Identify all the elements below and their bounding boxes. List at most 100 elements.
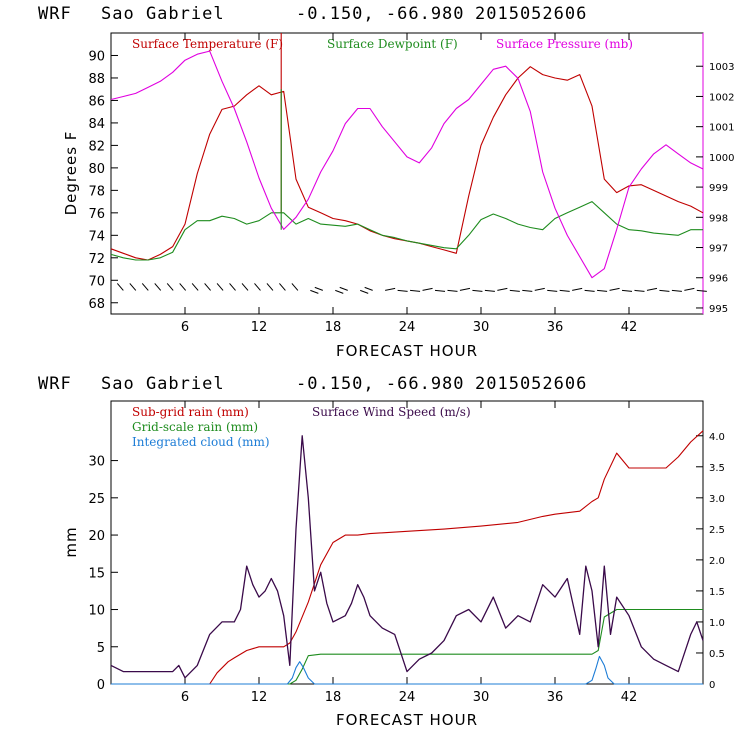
y2-tick-label: 1000 [709, 153, 734, 164]
bottom-panel-title: WRF Sao Gabriel -0.150, -66.980 20150526… [38, 374, 587, 394]
wind-barb [129, 283, 137, 291]
wind-barb [141, 283, 149, 291]
y-tick-label: 74 [88, 229, 105, 244]
x-tick-label: 30 [473, 320, 490, 335]
y-tick-label: 0 [97, 678, 105, 693]
x-tick-label: 30 [473, 690, 490, 705]
series-line-integrated-cloud [111, 655, 703, 685]
wind-barb [335, 289, 344, 294]
y2-tick-label: 1.5 [709, 587, 725, 598]
y-tick-label: 68 [88, 297, 105, 312]
wind-barb [621, 289, 633, 292]
top-title-run: 2015052606 [475, 4, 587, 24]
y-tick-label: 82 [88, 139, 105, 154]
top-legend: Surface Temperature (F) Surface Dewpoint… [132, 37, 633, 51]
wind-barb [609, 287, 620, 291]
bottom-x-axis-label: FORECAST HOUR [336, 711, 478, 729]
top-x-axis-label: FORECAST HOUR [336, 342, 478, 360]
legend-surface-pressure: Surface Pressure (mb) [496, 37, 633, 51]
wind-barb [447, 289, 458, 292]
wind-barb [522, 289, 533, 292]
top-plot-frame [110, 32, 704, 315]
y2-tick-label: 996 [709, 274, 728, 285]
wind-barb [684, 287, 695, 291]
wind-barb [314, 286, 323, 291]
x-tick-label: 36 [547, 690, 564, 705]
top-title-station: Sao Gabriel [101, 4, 225, 24]
wind-barb [671, 289, 682, 292]
y2-tick-label: 2.5 [709, 525, 725, 536]
legend-surface-temperature: Surface Temperature (F) [132, 37, 283, 51]
y2-tick-label: 1.0 [709, 618, 725, 629]
wind-barb [646, 287, 658, 291]
wind-barb [291, 283, 299, 291]
top-title-coords: -0.150, -66.980 [296, 4, 465, 24]
y-tick-label: 78 [88, 184, 105, 199]
y-tick-label: 5 [97, 641, 105, 656]
x-tick-label: 36 [547, 320, 564, 335]
y-tick-label: 25 [88, 492, 105, 507]
wind-barb [659, 289, 670, 292]
x-tick-label: 6 [181, 690, 189, 705]
y-tick-label: 10 [88, 604, 105, 619]
y2-tick-label: 0 [709, 680, 715, 691]
x-tick-label: 18 [325, 320, 342, 335]
wind-barb [116, 283, 124, 291]
y-tick-label: 88 [88, 72, 105, 87]
y2-tick-label: 1002 [709, 92, 734, 103]
series-line-surface-dewpoint [110, 201, 703, 261]
y2-tick-label: 1003 [709, 62, 734, 73]
wind-barb [584, 289, 595, 292]
wind-barb [385, 287, 396, 291]
wind-barb [360, 289, 369, 294]
y2-tick-label: 2.0 [709, 556, 725, 567]
series-line-surface-pressure [110, 50, 704, 279]
y-tick-label: 70 [88, 274, 105, 289]
wind-barb [422, 287, 433, 291]
wind-barb [154, 283, 162, 291]
y-tick-label: 15 [88, 566, 105, 581]
wind-barb [597, 289, 608, 292]
bottom-series-lines [110, 430, 704, 685]
wind-barb [266, 283, 274, 291]
legend-surface-dewpoint: Surface Dewpoint (F) [327, 37, 458, 51]
wind-barb [279, 283, 286, 291]
x-tick-label: 42 [621, 320, 638, 335]
wind-barb [216, 283, 224, 291]
wind-barb [179, 283, 187, 291]
y2-tick-label: 998 [709, 213, 728, 224]
wind-barb [547, 289, 558, 292]
wind-barb [572, 287, 583, 291]
wind-barb [559, 289, 570, 292]
wind-barb [534, 287, 545, 291]
top-title-model: WRF [38, 4, 72, 24]
wind-barb [166, 283, 174, 291]
wind-barb [204, 283, 211, 291]
wind-barb [696, 289, 707, 292]
y2-tick-label: 997 [709, 244, 728, 255]
bottom-title-model: WRF [38, 374, 72, 394]
wind-barb [459, 287, 471, 291]
bottom-title-run: 2015052606 [475, 374, 587, 394]
y-tick-label: 76 [88, 207, 105, 222]
y-tick-label: 72 [88, 252, 105, 267]
x-tick-label: 6 [181, 320, 189, 335]
wind-barb [364, 286, 373, 291]
top-panel-title: WRF Sao Gabriel -0.150, -66.980 20150526… [38, 4, 587, 24]
wind-barb [191, 283, 199, 291]
bottom-axis-ticks: 6 12 18 24 30 36 42 0 5 10 15 20 25 30 0 0.5 1.0 1.5 2.0 2.… [88, 401, 725, 705]
y2-tick-label: 0.5 [709, 649, 725, 660]
wind-barb [434, 289, 446, 292]
top-axis-ticks: 6 12 18 24 30 36 42 68 70 72 74 76 78 80 82 84 86 88 90 995… [88, 33, 734, 335]
wind-barb [241, 283, 249, 291]
wind-barbs [116, 283, 707, 294]
wind-barb [634, 289, 645, 292]
legend-subgrid-rain: Sub-grid rain (mm) [132, 405, 249, 419]
bottom-legend: Sub-grid rain (mm) Surface Wind Speed (m… [132, 405, 471, 449]
y2-tick-label: 995 [709, 304, 728, 315]
y-tick-label: 90 [88, 49, 105, 64]
wind-barb [497, 287, 508, 291]
y-tick-label: 30 [88, 455, 105, 470]
wind-barb [254, 283, 261, 291]
